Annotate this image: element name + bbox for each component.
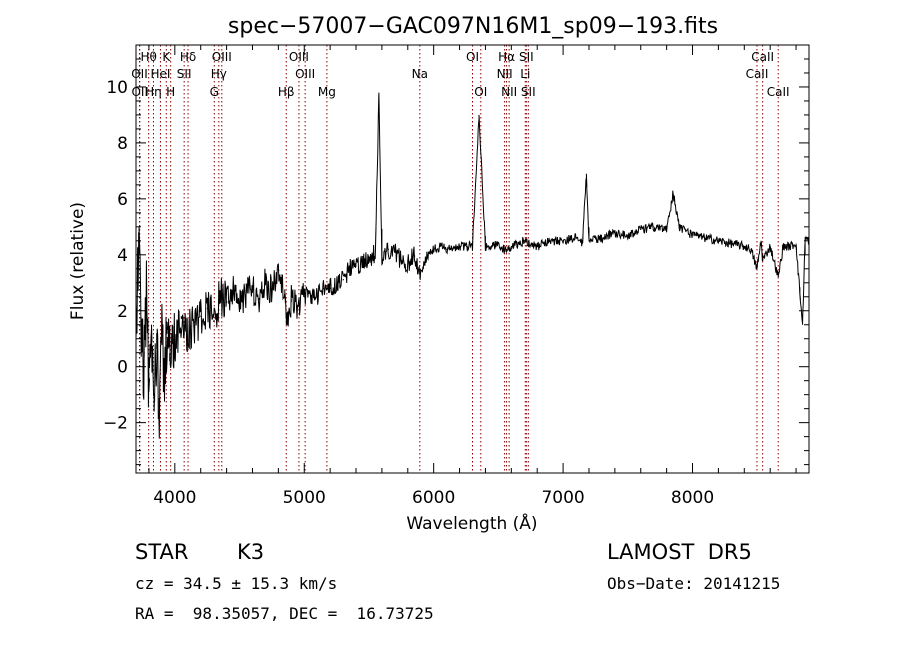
line-label-6: Hα bbox=[498, 50, 515, 64]
line-label-23: Mg bbox=[318, 85, 336, 99]
line-label-17: CaII bbox=[746, 67, 769, 81]
line-label-3: OIII bbox=[212, 50, 232, 64]
line-label-7: SII bbox=[519, 50, 534, 64]
object-class: STAR bbox=[135, 540, 189, 564]
line-label-4: OIII bbox=[289, 50, 309, 64]
x-tick-label-1: 5000 bbox=[283, 488, 326, 508]
y-tick-label-1: 0 bbox=[117, 358, 128, 378]
y-axis-ticks: −2 0 2 4 6 8 10 bbox=[103, 44, 809, 466]
line-label-0: Hθ bbox=[140, 50, 156, 64]
survey-name: LAMOST DR5 bbox=[607, 540, 752, 564]
spectral-line-labels: Hθ K Hδ OIII OIII OI Hα SII CaII OII HeI SII Hγ OIII N… bbox=[131, 50, 789, 99]
line-label-5: OI bbox=[466, 50, 479, 64]
line-label-19: Hη bbox=[145, 85, 162, 99]
line-label-10: HeI bbox=[150, 67, 170, 81]
x-tick-label-4: 8000 bbox=[671, 488, 714, 508]
line-label-22: Hβ bbox=[278, 85, 295, 99]
line-label-14: Na bbox=[412, 67, 428, 81]
y-tick-label-2: 2 bbox=[117, 302, 128, 322]
chart-title: spec−57007−GAC097N16M1_sp09−193.fits bbox=[228, 14, 718, 39]
line-label-9: OII bbox=[131, 67, 148, 81]
line-label-12: Hγ bbox=[211, 67, 227, 81]
observation-date: Obs−Date: 20141215 bbox=[607, 574, 781, 593]
x-tick-label-3: 7000 bbox=[541, 488, 584, 508]
y-tick-label-3: 4 bbox=[117, 246, 128, 266]
x-tick-label-0: 4000 bbox=[153, 488, 196, 508]
plot-frame bbox=[135, 44, 810, 474]
line-label-16: Li bbox=[520, 67, 530, 81]
y-axis-label: Flux (relative) bbox=[68, 202, 88, 320]
line-label-8: CaII bbox=[751, 50, 774, 64]
y-tick-label-4: 6 bbox=[117, 190, 128, 210]
line-label-20: H bbox=[166, 85, 175, 99]
y-tick-label-6: 10 bbox=[106, 78, 128, 98]
redshift-velocity: cz = 34.5 ± 15.3 km/s bbox=[135, 574, 338, 593]
y-tick-label-0: −2 bbox=[103, 414, 128, 434]
spectral-line-markers bbox=[138, 45, 779, 473]
line-label-13: OIII bbox=[295, 67, 315, 81]
object-subclass: K3 bbox=[237, 540, 265, 564]
x-tick-label-2: 6000 bbox=[412, 488, 455, 508]
y-tick-label-5: 8 bbox=[117, 134, 128, 154]
line-label-21: G bbox=[210, 85, 219, 99]
line-label-25: NII bbox=[501, 85, 517, 99]
line-label-15: NII bbox=[497, 67, 513, 81]
x-axis-label: Wavelength (Å) bbox=[406, 512, 537, 534]
line-label-11: SII bbox=[177, 67, 192, 81]
line-label-1: K bbox=[162, 50, 171, 64]
line-label-2: Hδ bbox=[180, 50, 196, 64]
spectrum-line bbox=[135, 92, 810, 439]
line-label-24: OI bbox=[474, 85, 487, 99]
line-label-26: SII bbox=[521, 85, 536, 99]
coordinates: RA = 98.35057, DEC = 16.73725 bbox=[135, 604, 434, 623]
line-label-27: CaII bbox=[767, 85, 790, 99]
x-axis-ticks: 4000 5000 6000 7000 8000 bbox=[148, 45, 797, 508]
